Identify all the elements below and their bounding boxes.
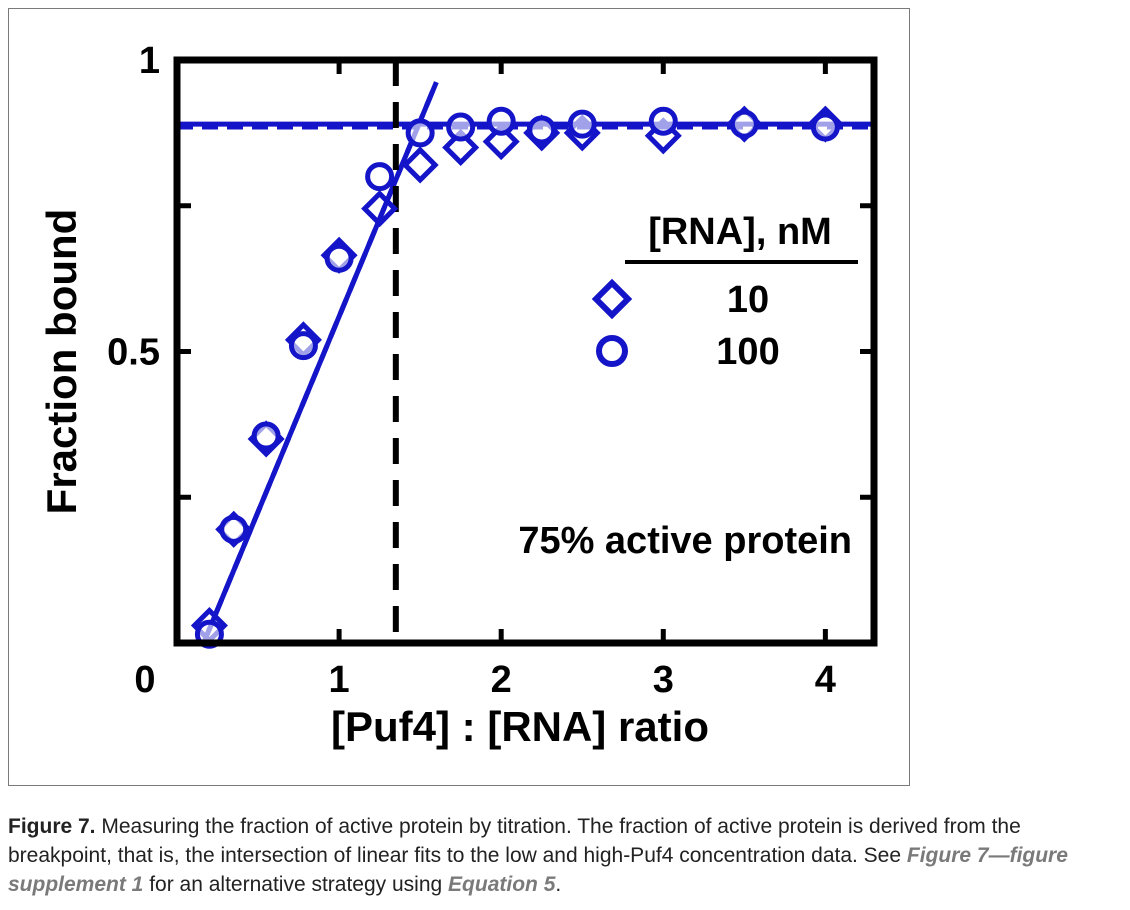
legend-marker-diamond bbox=[591, 278, 633, 320]
point-10nM bbox=[361, 190, 399, 228]
point-100nM bbox=[567, 109, 597, 139]
x-tick-label: 4 bbox=[815, 659, 836, 701]
point-100nM bbox=[405, 118, 435, 148]
point-100nM bbox=[324, 243, 354, 273]
fit-line-dashed bbox=[200, 81, 439, 643]
legend-label: 10 bbox=[727, 279, 769, 321]
caption-text-3: . bbox=[555, 873, 562, 896]
point-100nM bbox=[486, 106, 516, 136]
point-100nM bbox=[288, 331, 318, 361]
equation-link[interactable]: Equation 5 bbox=[448, 873, 556, 896]
legend-label: 100 bbox=[716, 331, 779, 373]
point-10nM bbox=[401, 146, 439, 184]
caption-text-2: for an alternative strategy using bbox=[143, 873, 449, 896]
x-tick-label: 2 bbox=[491, 659, 512, 701]
point-100nM bbox=[251, 421, 281, 451]
y-axis-title: Fraction bound bbox=[38, 209, 85, 515]
x-tick-label: 3 bbox=[653, 659, 674, 701]
point-100nM bbox=[365, 162, 395, 192]
y-tick-label: 0.5 bbox=[107, 332, 160, 374]
caption-label: Figure 7. bbox=[8, 815, 96, 838]
y-tick-label: 1 bbox=[139, 40, 160, 82]
point-100nM bbox=[648, 106, 678, 136]
caption-text-1: Measuring the fraction of active protein… bbox=[8, 815, 1021, 867]
figure-caption: Figure 7. Measuring the fraction of acti… bbox=[8, 812, 1123, 899]
point-100nM bbox=[446, 112, 476, 142]
point-100nM bbox=[527, 115, 557, 145]
legend-marker-circle bbox=[596, 335, 628, 367]
data-points bbox=[190, 105, 844, 649]
axis-ticks: 0 1 2 3 4 0.5 1 bbox=[107, 40, 874, 701]
fraction-bound-chart: 0 1 2 3 4 0.5 1 Fraction bound [Puf4] : [RNA] … bbox=[38, 40, 878, 750]
x-tick-label: 1 bbox=[329, 659, 350, 701]
point-10nM bbox=[442, 128, 480, 166]
legend-title: [RNA], nM bbox=[648, 211, 832, 253]
figure-supplement-link[interactable]: Figure 7—figure supplement 1 bbox=[8, 844, 1068, 896]
point-10nM bbox=[482, 123, 520, 161]
point-100nM bbox=[729, 109, 759, 139]
point-100nM bbox=[810, 112, 840, 142]
x-tick-label: 0 bbox=[134, 659, 155, 701]
active-protein-annotation: 75% active protein bbox=[518, 520, 852, 562]
legend: [RNA], nM 10 100 bbox=[591, 211, 858, 373]
x-axis-title: [Puf4] : [RNA] ratio bbox=[331, 703, 709, 750]
point-100nM bbox=[219, 514, 249, 544]
